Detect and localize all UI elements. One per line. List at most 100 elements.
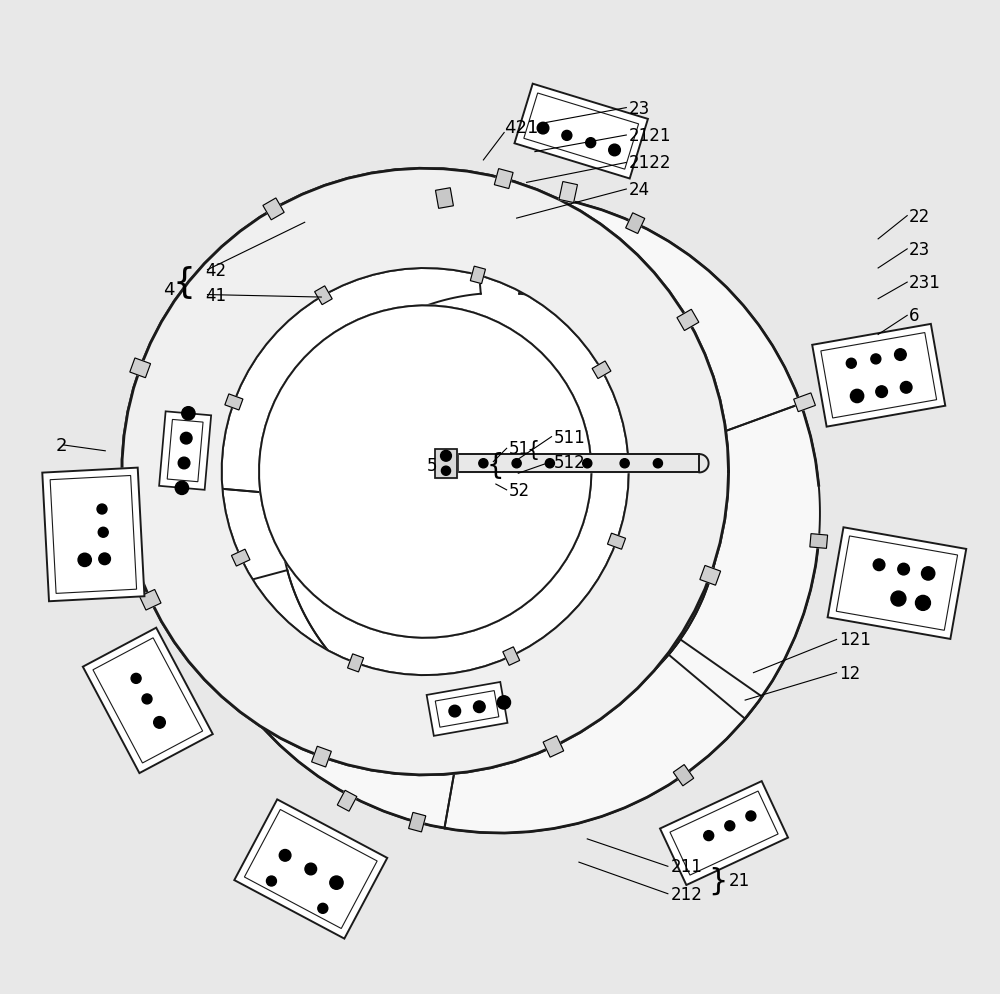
Circle shape (876, 387, 887, 398)
Circle shape (441, 467, 451, 476)
Circle shape (512, 459, 521, 468)
Polygon shape (699, 454, 709, 473)
Text: 22: 22 (909, 208, 930, 226)
Circle shape (180, 433, 192, 444)
Polygon shape (810, 534, 828, 549)
Polygon shape (130, 359, 151, 379)
Polygon shape (317, 331, 683, 696)
Circle shape (449, 706, 461, 717)
Polygon shape (159, 412, 211, 490)
Circle shape (479, 459, 488, 468)
Circle shape (850, 390, 864, 404)
Polygon shape (181, 195, 481, 494)
Circle shape (182, 408, 195, 420)
Text: 51: 51 (508, 440, 529, 458)
Polygon shape (435, 189, 453, 209)
Text: 42: 42 (205, 261, 226, 279)
Circle shape (915, 595, 930, 610)
Text: 12: 12 (839, 664, 860, 682)
Circle shape (78, 554, 91, 567)
Polygon shape (315, 286, 332, 305)
Circle shape (330, 876, 343, 890)
Circle shape (305, 864, 317, 875)
Polygon shape (673, 764, 694, 786)
Circle shape (586, 138, 596, 148)
Polygon shape (225, 395, 243, 411)
Polygon shape (444, 640, 762, 833)
Text: 5: 5 (427, 456, 438, 474)
Circle shape (497, 696, 511, 710)
Polygon shape (83, 628, 213, 773)
Polygon shape (519, 195, 801, 438)
Polygon shape (458, 454, 699, 473)
Circle shape (900, 382, 912, 394)
Circle shape (537, 123, 549, 135)
Circle shape (441, 451, 451, 462)
Polygon shape (427, 682, 507, 737)
Polygon shape (348, 654, 364, 672)
Circle shape (704, 831, 714, 841)
Polygon shape (337, 790, 357, 811)
Text: 52: 52 (508, 481, 529, 499)
Text: 21: 21 (729, 872, 750, 890)
Text: 23: 23 (909, 241, 930, 258)
Circle shape (609, 145, 620, 157)
Circle shape (318, 904, 328, 913)
Polygon shape (355, 214, 374, 235)
Polygon shape (494, 169, 513, 189)
Polygon shape (700, 566, 721, 585)
Circle shape (175, 482, 189, 495)
Text: 24: 24 (629, 181, 650, 199)
Text: 421: 421 (504, 118, 539, 136)
Polygon shape (312, 746, 331, 767)
Polygon shape (543, 736, 564, 757)
Polygon shape (180, 486, 331, 719)
Polygon shape (180, 194, 820, 833)
Polygon shape (514, 84, 648, 179)
Circle shape (142, 694, 152, 704)
Polygon shape (592, 362, 611, 379)
Circle shape (97, 505, 107, 515)
Text: }: } (708, 866, 727, 895)
Text: {: { (487, 451, 505, 479)
Text: 4: 4 (163, 280, 175, 298)
Circle shape (653, 459, 662, 468)
Polygon shape (259, 306, 591, 638)
Polygon shape (828, 528, 966, 639)
Circle shape (846, 359, 856, 369)
Polygon shape (212, 664, 233, 683)
Polygon shape (259, 306, 591, 638)
Polygon shape (231, 550, 250, 567)
Text: 2: 2 (55, 436, 67, 454)
Polygon shape (263, 199, 284, 221)
Circle shape (620, 459, 629, 468)
Circle shape (98, 528, 108, 538)
Polygon shape (122, 169, 729, 775)
Polygon shape (559, 182, 577, 204)
Circle shape (562, 131, 572, 141)
Text: 512: 512 (554, 453, 586, 471)
Polygon shape (608, 534, 626, 550)
Text: 211: 211 (670, 858, 702, 876)
Polygon shape (503, 647, 520, 666)
Circle shape (178, 457, 190, 469)
Circle shape (474, 701, 485, 713)
Text: 6: 6 (909, 307, 919, 325)
Circle shape (895, 350, 906, 361)
Text: 2121: 2121 (629, 127, 671, 145)
Circle shape (279, 850, 291, 861)
Polygon shape (626, 214, 645, 235)
Text: 23: 23 (629, 99, 650, 117)
Circle shape (131, 674, 141, 684)
Polygon shape (812, 325, 945, 427)
Circle shape (545, 459, 554, 468)
Circle shape (873, 560, 885, 571)
Polygon shape (669, 405, 820, 719)
Circle shape (725, 821, 735, 831)
Circle shape (583, 459, 592, 468)
Circle shape (891, 591, 906, 606)
Circle shape (922, 568, 935, 580)
Polygon shape (470, 267, 485, 284)
Polygon shape (660, 781, 788, 885)
Text: 41: 41 (205, 286, 226, 304)
